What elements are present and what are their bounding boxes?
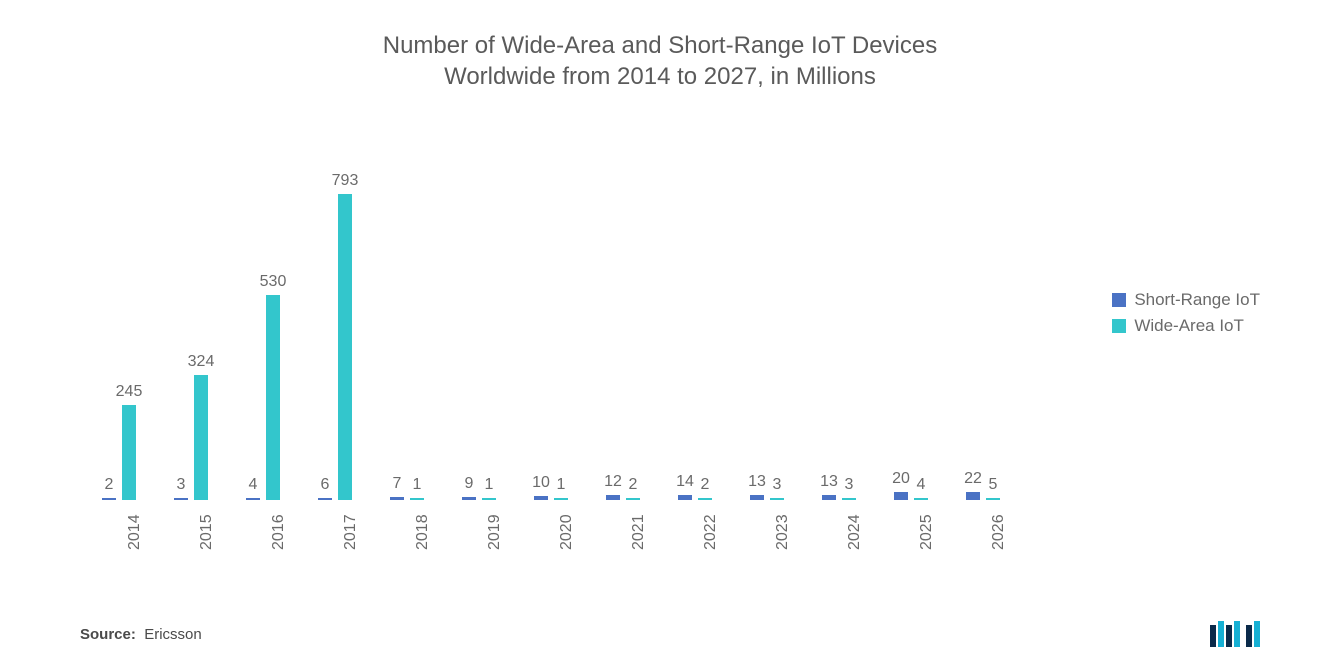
bar-value-label: 1 xyxy=(485,476,494,498)
x-axis-labels: 2014 2015 2016 2017 2018 2019 2020 2021 2022 2023… xyxy=(80,500,1040,560)
bar-value-label: 14 xyxy=(676,473,694,495)
bar-value-label: 7 xyxy=(393,475,402,497)
bar-value-label: 2 xyxy=(105,476,114,498)
bar-value-label: 3 xyxy=(845,476,854,498)
bar-value-label: 4 xyxy=(917,476,926,498)
bar-value-label: 1 xyxy=(413,476,422,498)
legend: Short-Range IoT Wide-Area IoT xyxy=(1112,290,1260,342)
x-tick-label: 2016 xyxy=(270,514,288,550)
source-value: Ericsson xyxy=(144,626,202,643)
bar-wide: 245 xyxy=(122,405,136,500)
bar-value-label: 4 xyxy=(249,476,258,498)
legend-label-wide: Wide-Area IoT xyxy=(1134,316,1244,336)
legend-swatch-wide xyxy=(1112,319,1126,333)
x-tick-label: 2020 xyxy=(558,514,576,550)
x-tick-label: 2025 xyxy=(918,514,936,550)
bar-value-label: 9 xyxy=(465,475,474,497)
x-tick-label: 2021 xyxy=(630,514,648,550)
x-tick-label: 2017 xyxy=(342,514,360,550)
bar-value-label: 530 xyxy=(260,273,287,295)
x-tick-label: 2026 xyxy=(990,514,1008,550)
legend-item-wide: Wide-Area IoT xyxy=(1112,316,1260,336)
legend-item-short: Short-Range IoT xyxy=(1112,290,1260,310)
x-tick-label: 2015 xyxy=(198,514,216,550)
plot-area: 2245332445306793719110112214213313320422… xyxy=(80,160,1040,500)
bar-value-label: 324 xyxy=(188,353,215,375)
bar-value-label: 3 xyxy=(773,476,782,498)
bar-value-label: 6 xyxy=(321,476,330,498)
x-tick-label: 2023 xyxy=(774,514,792,550)
bar-short: 20 xyxy=(894,492,908,500)
x-tick-label: 2018 xyxy=(414,514,432,550)
bar-wide: 324 xyxy=(194,375,208,500)
bar-value-label: 20 xyxy=(892,470,910,492)
source-label: Source: xyxy=(80,626,136,643)
bar-value-label: 3 xyxy=(177,476,186,498)
source-line: Source: Ericsson xyxy=(80,626,202,643)
bar-value-label: 13 xyxy=(820,473,838,495)
bar-wide: 530 xyxy=(266,295,280,500)
x-tick-label: 2014 xyxy=(126,514,144,550)
bar-value-label: 793 xyxy=(332,172,359,194)
bar-value-label: 10 xyxy=(532,474,550,496)
bar-value-label: 5 xyxy=(989,476,998,498)
bar-wide: 793 xyxy=(338,194,352,500)
chart-container: 2245332445306793719110112214213313320422… xyxy=(80,160,1040,560)
x-tick-label: 2019 xyxy=(486,514,504,550)
bar-value-label: 2 xyxy=(701,476,710,498)
bar-value-label: 1 xyxy=(557,476,566,498)
bar-short: 22 xyxy=(966,492,980,501)
x-tick-label: 2024 xyxy=(846,514,864,550)
legend-swatch-short xyxy=(1112,293,1126,307)
chart-title: Number of Wide-Area and Short-Range IoT … xyxy=(210,0,1110,92)
bar-value-label: 12 xyxy=(604,473,622,495)
bar-value-label: 22 xyxy=(964,470,982,492)
x-tick-label: 2022 xyxy=(702,514,720,550)
legend-label-short: Short-Range IoT xyxy=(1134,290,1260,310)
brand-logo-icon xyxy=(1210,621,1260,647)
bar-value-label: 2 xyxy=(629,476,638,498)
bar-value-label: 13 xyxy=(748,473,766,495)
bar-value-label: 245 xyxy=(116,383,143,405)
